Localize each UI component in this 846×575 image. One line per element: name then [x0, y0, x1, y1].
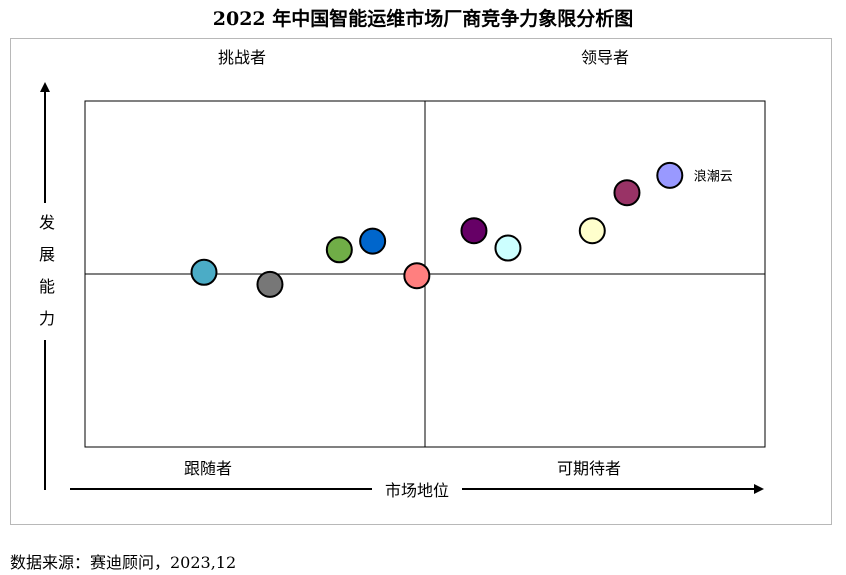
quadrant-label-leaders: 领导者 — [581, 48, 629, 67]
quadrant-label-followers: 跟随者 — [184, 459, 232, 478]
vendor-point-label: 浪潮云 — [694, 169, 733, 184]
vendor-point-9 — [613, 179, 641, 207]
x-axis-label: 市场地位 — [385, 481, 449, 500]
vendor-point-2 — [256, 270, 284, 298]
y-axis-label-char: 力 — [39, 309, 55, 328]
vendor-point-6 — [460, 217, 488, 245]
quadrant-label-challengers: 挑战者 — [218, 48, 266, 67]
data-points: 浪潮云 — [190, 161, 733, 298]
vendor-point-8 — [578, 217, 606, 245]
vendor-point-5 — [403, 262, 431, 290]
y-axis-label-char: 发 — [39, 213, 55, 232]
vendor-point-7 — [494, 234, 522, 262]
y-axis-label-char: 展 — [39, 245, 55, 264]
chart-frame — [10, 38, 832, 525]
vendor-point-1 — [190, 258, 218, 286]
source-note: 数据来源：赛迪顾问，2023,12 — [10, 553, 237, 572]
chart-title: 2022 年中国智能运维市场厂商竞争力象限分析图 — [212, 8, 634, 30]
vendor-point-3 — [325, 236, 353, 264]
quadrant-label-promising: 可期待者 — [557, 459, 621, 478]
vendor-point-10 — [656, 161, 684, 189]
y-axis-label: 发展能力 — [39, 213, 55, 328]
y-axis-label-char: 能 — [39, 277, 55, 296]
vendor-point-4 — [359, 227, 387, 255]
